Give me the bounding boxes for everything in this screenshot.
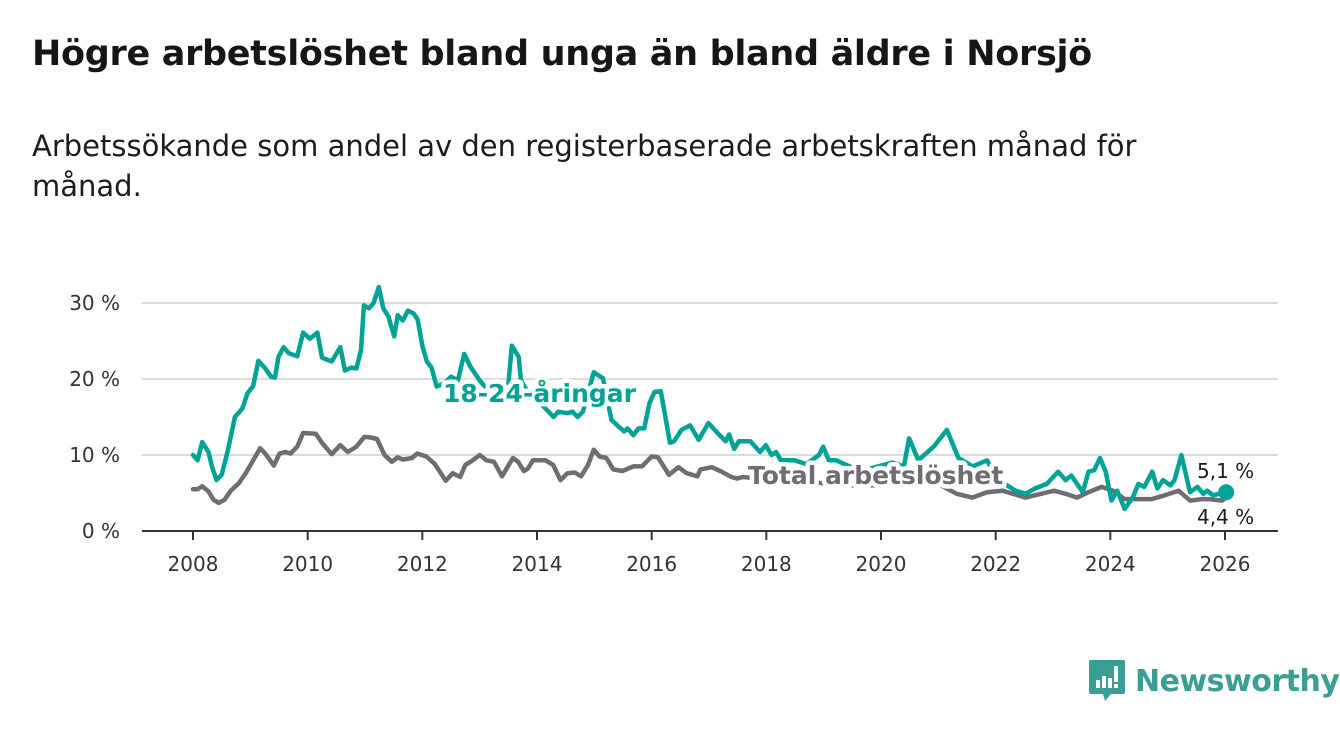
chart-subtitle: Arbetssökande som andel av den registerb…: [32, 129, 1137, 203]
y-axis-ticks: 0 % 10 % 20 % 30 %: [69, 291, 120, 543]
x-tick-label: 2016: [626, 552, 677, 576]
y-tick-label: 10 %: [69, 443, 120, 467]
series-labels: 18-24-åringar Total arbetslöshet 5,1 % 4…: [439, 375, 1257, 532]
bar-chart-speech-bubble-icon: [1089, 660, 1125, 701]
series-label-youth: 18-24-åringar: [443, 379, 637, 408]
x-tick-label: 2012: [397, 552, 448, 576]
x-axis-ticks: 2008 2010 2012 2014 2016 2018 2020 2022 2024 2026: [168, 531, 1251, 576]
logo-text: Newsworthy: [1135, 663, 1340, 699]
series-label-total: Total arbetslöshet: [748, 461, 1003, 490]
x-tick-label: 2026: [1200, 552, 1251, 576]
series-line-youth: [190, 284, 1229, 512]
x-tick-label: 2010: [282, 552, 333, 576]
x-tick-label: 2022: [970, 552, 1021, 576]
series-line-total: [190, 430, 1229, 506]
y-tick-label: 20 %: [69, 367, 120, 391]
x-tick-label: 2008: [168, 552, 219, 576]
end-label-youth: 5,1 %: [1197, 459, 1254, 483]
y-tick-label: 30 %: [69, 291, 120, 315]
newsworthy-logo: Newsworthy: [1089, 660, 1340, 702]
series-lines: [190, 284, 1235, 512]
x-tick-label: 2014: [512, 552, 563, 576]
x-tick-label: 2024: [1085, 552, 1136, 576]
end-point-youth: [1218, 484, 1235, 501]
chart-title: Högre arbetslöshet bland unga än bland ä…: [32, 34, 1092, 74]
end-label-total: 4,4 %: [1197, 505, 1254, 529]
x-tick-label: 2018: [741, 552, 792, 576]
x-tick-label: 2020: [856, 552, 907, 576]
y-tick-label: 0 %: [82, 519, 120, 543]
